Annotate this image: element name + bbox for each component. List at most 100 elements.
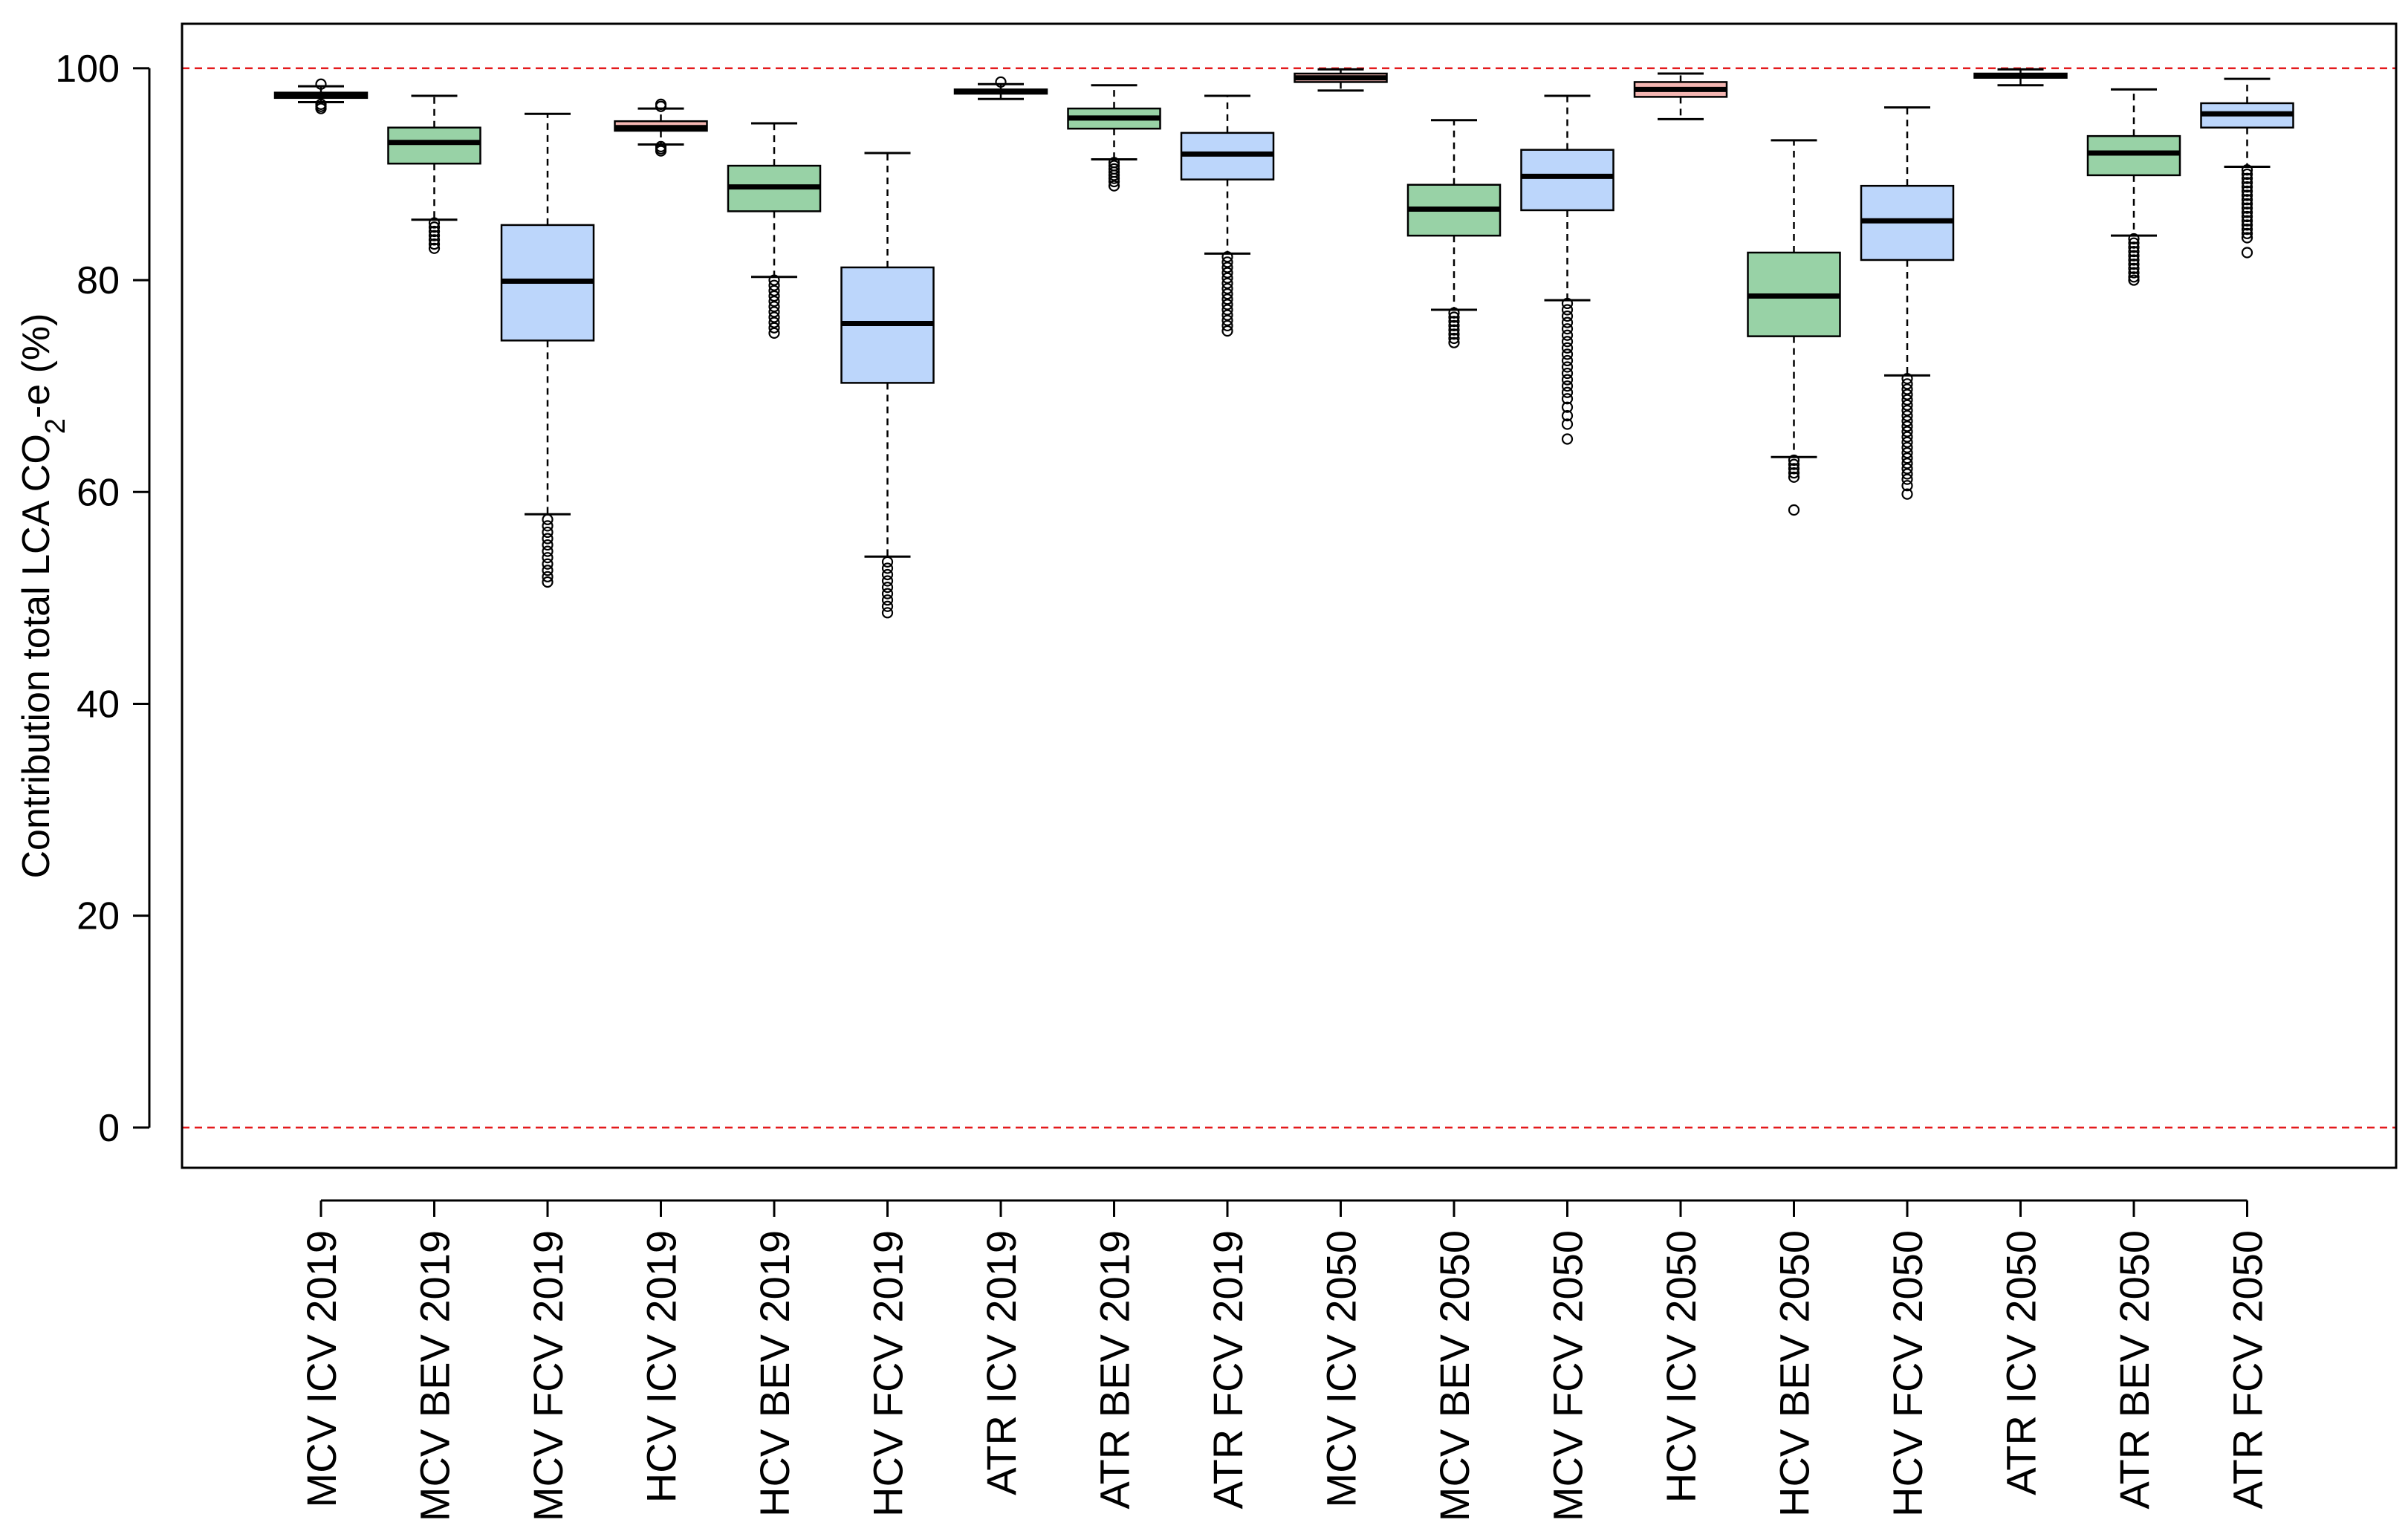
outlier-point xyxy=(1221,282,1233,295)
outlier-point xyxy=(1108,175,1120,188)
box-6 xyxy=(840,152,935,619)
outlier-point xyxy=(315,103,327,114)
outlier-point xyxy=(2128,250,2140,261)
outlier-point xyxy=(2241,168,2253,181)
outlier-point xyxy=(1561,374,1574,386)
outlier-point xyxy=(2128,274,2140,286)
box-series xyxy=(273,68,2294,619)
outlier-point xyxy=(1788,467,1800,479)
outlier-point xyxy=(881,600,894,612)
outlier-point xyxy=(1901,373,1913,385)
outlier-point xyxy=(2241,198,2253,210)
outlier-point xyxy=(1561,310,1574,322)
x-tick-label-16: ATR ICV 2050 xyxy=(1998,1230,2045,1495)
outlier-point xyxy=(1561,329,1574,341)
outlier-point xyxy=(2241,181,2253,193)
outlier-point xyxy=(2241,215,2253,227)
box-4 xyxy=(614,98,708,157)
outlier-point xyxy=(1901,446,1913,459)
box-body xyxy=(1520,149,1614,212)
box-1 xyxy=(273,78,369,114)
outlier-point xyxy=(768,311,780,323)
outlier-point xyxy=(768,285,780,296)
outlier-point xyxy=(542,526,554,539)
outlier-point xyxy=(1221,256,1233,268)
outlier-point xyxy=(881,575,894,587)
x-tick-label-1: MCV ICV 2019 xyxy=(298,1230,345,1508)
x-axis: MCV ICV 2019 MCV BEV 2019 MCV FCV 2019 HCV … xyxy=(298,1199,2271,1521)
x-tick-label-9: ATR FCV 2019 xyxy=(1204,1230,1251,1510)
outlier-point xyxy=(2241,164,2253,176)
box-14 xyxy=(1747,139,1841,516)
outlier-point xyxy=(1788,454,1800,467)
outlier-point xyxy=(1561,354,1574,367)
box-10 xyxy=(1294,68,1388,92)
outlier-point xyxy=(995,76,1007,88)
outlier-point xyxy=(1108,180,1120,192)
box-9 xyxy=(1180,94,1275,337)
outlier-point xyxy=(1561,342,1574,354)
outlier-point xyxy=(2128,271,2140,283)
x-tick-label-3: MCV FCV 2019 xyxy=(525,1230,571,1521)
outlier-point xyxy=(1561,348,1574,360)
outlier-point xyxy=(1561,304,1574,316)
outlier-point xyxy=(1221,325,1233,337)
outlier-point xyxy=(1221,272,1233,284)
y-tick-label-20: 20 xyxy=(77,895,120,938)
outlier-point xyxy=(1788,504,1800,516)
x-tick-label-8: ATR BEV 2019 xyxy=(1091,1230,1138,1510)
box-7 xyxy=(953,76,1048,100)
y-tick-label-0: 0 xyxy=(98,1107,120,1150)
box-16 xyxy=(1973,68,2068,87)
y-axis-label-subscript: 2 xyxy=(40,418,71,434)
y-tick-label-100: 100 xyxy=(55,48,120,91)
x-tick-label-14: HCV BEV 2050 xyxy=(1771,1230,1818,1517)
outlier-point xyxy=(2241,227,2253,239)
outlier-point xyxy=(2128,267,2140,279)
x-tick-label-6: HCV FCV 2019 xyxy=(865,1230,912,1517)
outlier-point xyxy=(1448,307,1460,319)
outlier-point xyxy=(1901,473,1913,485)
x-tick-label-17: ATR BEV 2050 xyxy=(2111,1230,2158,1510)
outlier-point xyxy=(1788,471,1800,483)
outlier-point xyxy=(1901,436,1913,448)
outlier-point xyxy=(2241,189,2253,201)
box-18 xyxy=(2200,77,2294,259)
outlier-point xyxy=(2241,247,2253,259)
outlier-point xyxy=(542,545,554,557)
box-17 xyxy=(2086,88,2181,286)
box-12 xyxy=(1520,94,1614,445)
y-tick-label-40: 40 xyxy=(77,683,120,726)
outlier-point xyxy=(428,238,441,250)
y-axis-label: Contribution total LCA CO2-e (%) xyxy=(15,313,71,878)
outlier-point xyxy=(1901,420,1913,432)
outlier-point xyxy=(542,565,554,576)
y-tick-label-60: 60 xyxy=(77,471,120,514)
outlier-point xyxy=(768,327,780,339)
outlier-point xyxy=(881,594,894,606)
box-5 xyxy=(727,122,822,339)
outlier-point xyxy=(768,306,780,318)
outlier-point xyxy=(1901,468,1913,480)
outlier-point xyxy=(428,225,441,238)
outlier-point xyxy=(768,322,780,334)
outlier-point xyxy=(1561,367,1574,380)
outlier-point xyxy=(542,571,554,582)
x-tick-label-4: HCV ICV 2019 xyxy=(638,1230,685,1503)
box-15 xyxy=(1860,106,1955,500)
outlier-point xyxy=(1448,332,1460,345)
outlier-point xyxy=(2241,219,2253,231)
outlier-point xyxy=(1561,297,1574,310)
outlier-point xyxy=(1221,293,1233,305)
outlier-point xyxy=(2241,232,2253,244)
outlier-point xyxy=(1448,319,1460,331)
x-tick-label-12: MCV FCV 2050 xyxy=(1545,1230,1591,1521)
outlier-point xyxy=(1561,401,1574,413)
outlier-point xyxy=(2241,185,2253,197)
outlier-point xyxy=(1901,409,1913,422)
outlier-point xyxy=(1561,409,1574,422)
outlier-point xyxy=(1561,323,1574,335)
outlier-point xyxy=(768,295,780,308)
outlier-point xyxy=(655,145,667,157)
